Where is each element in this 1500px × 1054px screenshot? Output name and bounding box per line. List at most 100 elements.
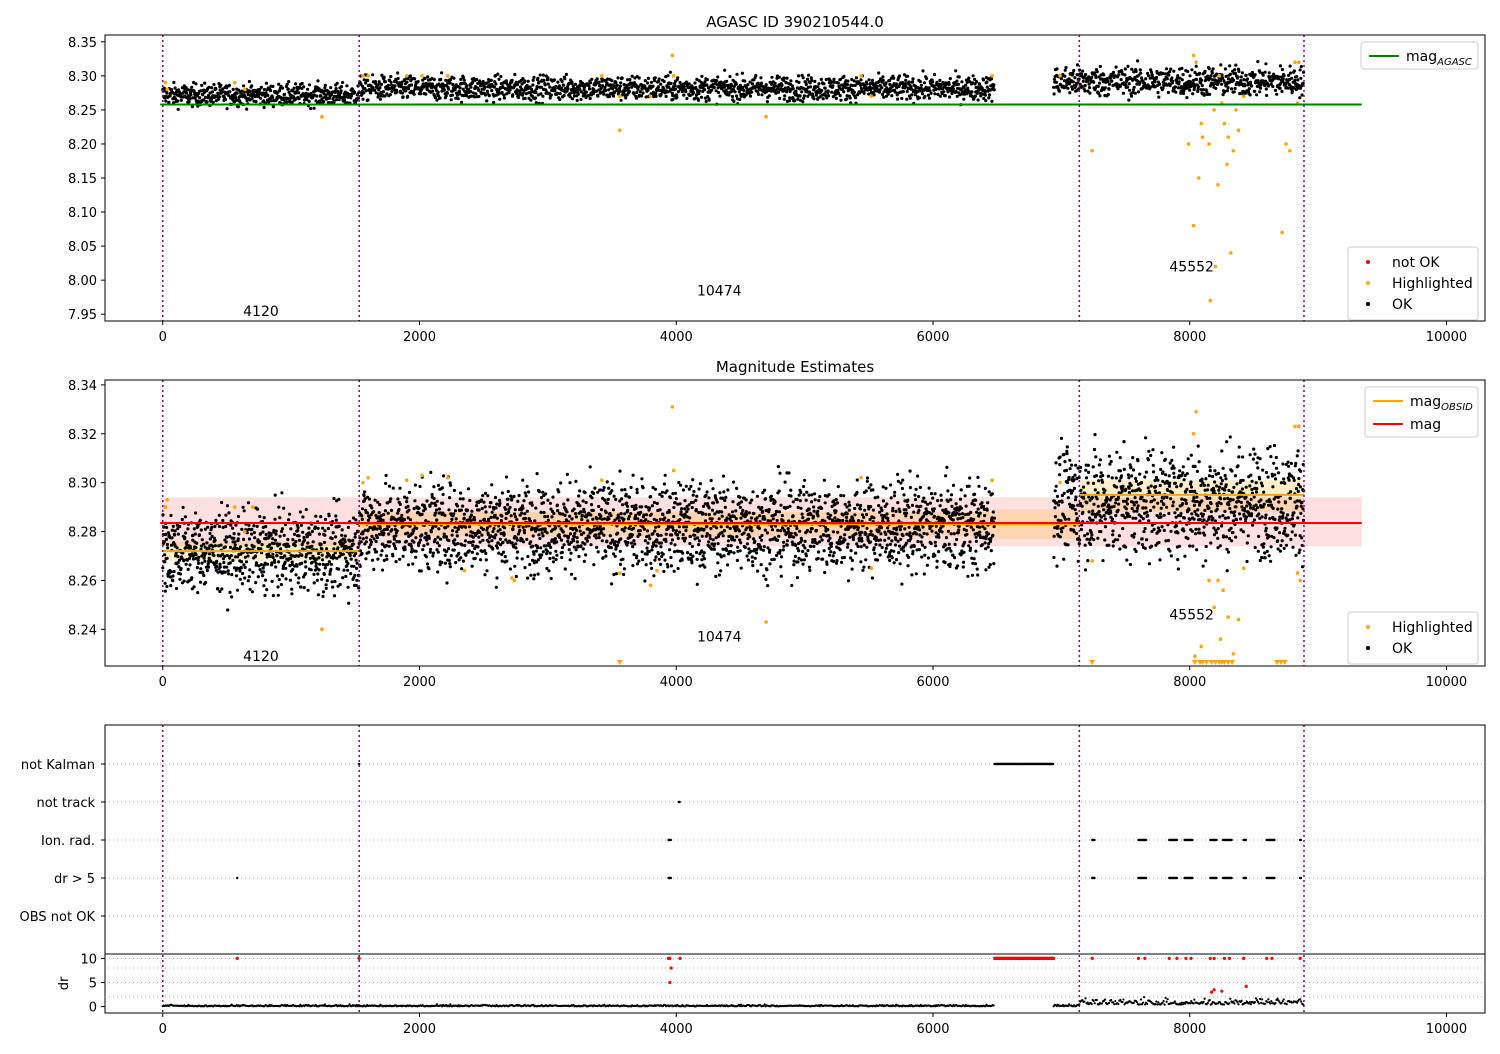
ok-point bbox=[555, 554, 558, 557]
ok-point bbox=[1299, 77, 1302, 80]
ok-point bbox=[228, 90, 231, 93]
ok-point bbox=[490, 79, 493, 82]
highlighted-point bbox=[1208, 299, 1212, 303]
ok-point bbox=[1088, 86, 1091, 89]
ok-point bbox=[230, 595, 233, 598]
ok-point bbox=[573, 532, 576, 535]
ok-point bbox=[757, 93, 760, 96]
ok-point bbox=[323, 534, 326, 537]
ok-point bbox=[200, 84, 203, 87]
ok-point bbox=[504, 555, 507, 558]
ok-point bbox=[1086, 80, 1089, 83]
ok-point bbox=[694, 499, 697, 502]
ok-point bbox=[476, 552, 479, 555]
ok-point bbox=[311, 561, 314, 564]
ok-point bbox=[271, 537, 274, 540]
ok-point bbox=[554, 550, 557, 553]
ok-point bbox=[274, 533, 277, 536]
ok-point bbox=[657, 525, 660, 528]
ok-point bbox=[659, 563, 662, 566]
ok-point bbox=[422, 544, 425, 547]
ok-point bbox=[496, 546, 499, 549]
ok-point bbox=[425, 555, 428, 558]
ok-point bbox=[648, 537, 651, 540]
highlighted-point bbox=[1284, 142, 1288, 146]
highlighted-point bbox=[1090, 149, 1094, 153]
ok-point bbox=[198, 533, 201, 536]
ok-point bbox=[505, 475, 508, 478]
ok-point bbox=[243, 509, 246, 512]
ok-point bbox=[287, 87, 290, 90]
ok-point bbox=[923, 95, 926, 98]
ok-point bbox=[215, 565, 218, 568]
ok-point bbox=[1155, 76, 1158, 79]
ok-point bbox=[1239, 92, 1242, 95]
ok-point bbox=[682, 525, 685, 528]
ok-point bbox=[537, 80, 540, 83]
highlighted-point bbox=[243, 88, 247, 92]
ok-point bbox=[380, 549, 383, 552]
ok-point bbox=[618, 90, 621, 93]
ok-point bbox=[340, 85, 343, 88]
ok-point bbox=[434, 504, 437, 507]
ok-point bbox=[197, 556, 200, 559]
ok-point bbox=[627, 86, 630, 89]
ok-point bbox=[928, 97, 931, 100]
ok-point bbox=[774, 82, 777, 85]
ok-point bbox=[1258, 90, 1261, 93]
ok-point bbox=[602, 534, 605, 537]
ok-point bbox=[754, 74, 757, 77]
ok-point bbox=[660, 541, 663, 544]
ok-point bbox=[290, 588, 293, 591]
ok-point bbox=[617, 516, 620, 519]
ok-point bbox=[817, 82, 820, 85]
ok-point bbox=[538, 537, 541, 540]
ok-point bbox=[511, 528, 514, 531]
y-tick-label: 8.05 bbox=[68, 240, 97, 255]
ok-point bbox=[904, 82, 907, 85]
ok-point bbox=[640, 519, 643, 522]
ok-point bbox=[365, 89, 368, 92]
ok-point bbox=[250, 533, 253, 536]
highlighted-point bbox=[1194, 60, 1198, 64]
ok-point bbox=[679, 484, 682, 487]
ok-point bbox=[616, 532, 619, 535]
ok-point bbox=[820, 78, 823, 81]
ok-point bbox=[846, 80, 849, 83]
ok-point bbox=[837, 82, 840, 85]
ok-point bbox=[280, 583, 283, 586]
ok-point bbox=[1190, 68, 1193, 71]
ok-point bbox=[1084, 73, 1087, 76]
ok-point bbox=[651, 532, 654, 535]
ok-point bbox=[501, 491, 504, 494]
ok-point bbox=[1108, 88, 1111, 91]
ok-point bbox=[310, 568, 313, 571]
ok-point bbox=[414, 536, 417, 539]
ok-point bbox=[896, 98, 899, 101]
ok-point bbox=[378, 503, 381, 506]
ok-point bbox=[275, 530, 278, 533]
ok-point bbox=[374, 499, 377, 502]
ok-point bbox=[574, 512, 577, 515]
obsid-label: 10474 bbox=[697, 283, 742, 299]
ok-point bbox=[439, 78, 442, 81]
ok-point bbox=[253, 531, 256, 534]
ok-point bbox=[203, 560, 206, 563]
ok-point bbox=[1226, 89, 1229, 92]
ok-point bbox=[507, 498, 510, 501]
ok-point bbox=[660, 534, 663, 537]
highlighted-point bbox=[361, 74, 365, 78]
ok-point bbox=[1279, 87, 1282, 90]
ok-point bbox=[615, 572, 618, 575]
ok-point bbox=[413, 93, 416, 96]
ok-point bbox=[619, 563, 622, 566]
ok-point bbox=[258, 540, 261, 543]
ok-point bbox=[463, 517, 466, 520]
ok-point bbox=[797, 74, 800, 77]
ok-point bbox=[673, 84, 676, 87]
ok-point bbox=[551, 496, 554, 499]
ok-point bbox=[264, 579, 267, 582]
ok-point bbox=[592, 492, 595, 495]
ok-point bbox=[427, 567, 430, 570]
highlighted-point bbox=[990, 74, 994, 78]
